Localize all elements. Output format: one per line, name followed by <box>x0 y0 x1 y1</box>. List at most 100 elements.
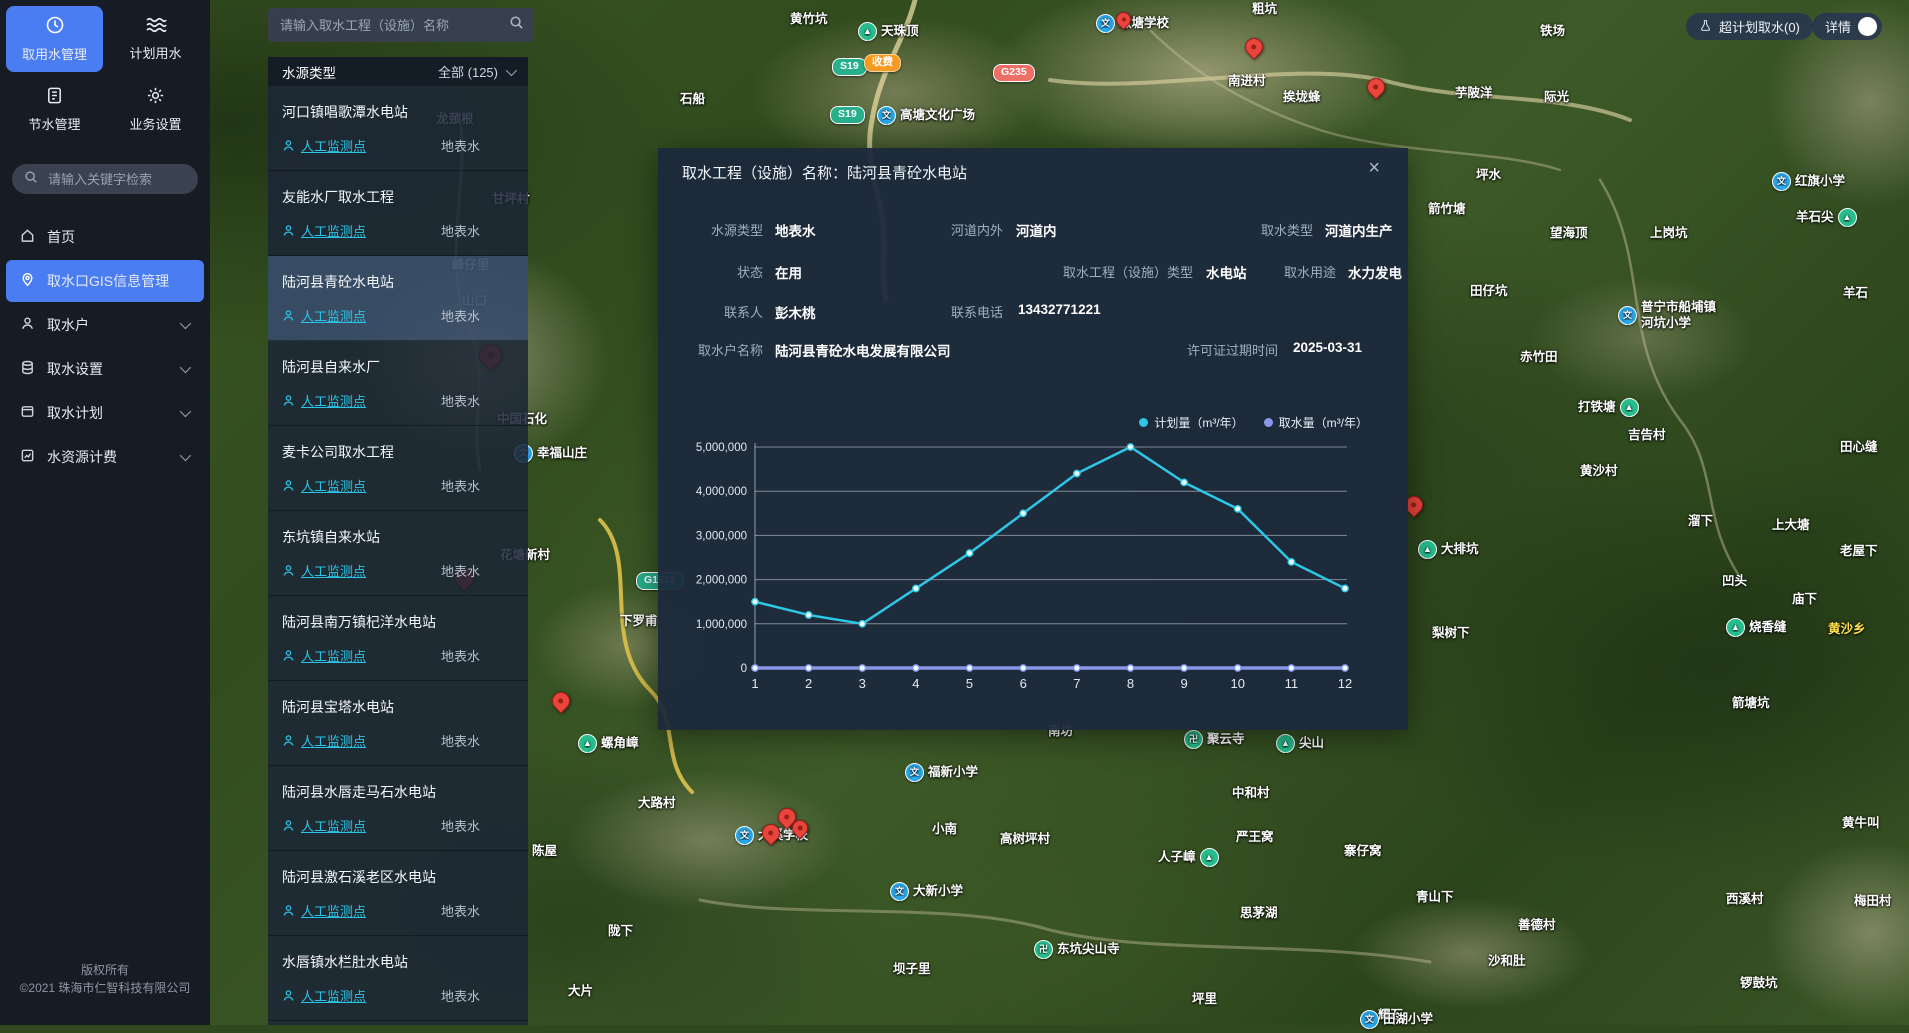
station-list-item[interactable]: 友能水厂取水工程 人工监测点 地表水 <box>268 171 528 256</box>
svg-text:12: 12 <box>1338 676 1352 691</box>
person-icon <box>283 990 294 1001</box>
app-tile-label: 节水管理 <box>28 116 81 132</box>
map-place-label: 寨仔窝 <box>1344 844 1382 858</box>
map-place-label: 青山下 <box>1416 890 1454 904</box>
sidebar-search-input[interactable] <box>46 170 186 188</box>
chevron-down-icon <box>179 361 192 374</box>
manual-monitor-link[interactable]: 人工监测点 <box>282 476 366 495</box>
manual-monitor-link[interactable]: 人工监测点 <box>282 901 366 920</box>
flask-icon <box>1699 19 1712 35</box>
station-search-input[interactable] <box>278 16 501 34</box>
notebook-icon <box>45 86 64 108</box>
search-icon[interactable] <box>509 15 524 35</box>
chart-legend: 计划量（m³/年） 取水量（m³/年） <box>1139 414 1368 431</box>
station-list-panel: 水源类型 全部 (125) 河口镇唱歌潭水电站 人工监测点 地表水 友能水厂取水工程人… <box>268 57 528 1025</box>
legend-item[interactable]: 取水量（m³/年） <box>1263 414 1368 431</box>
map-place-label: 老屋下 <box>1840 544 1878 558</box>
sidebar-item-water-billing[interactable]: 水资源计费 <box>6 436 204 478</box>
toggle-knob[interactable] <box>1858 17 1878 36</box>
mountain-poi-icon: ▲ <box>1276 734 1295 753</box>
map-place-label: 下罗甫 <box>620 614 658 628</box>
station-name: 友能水厂取水工程 <box>282 189 394 205</box>
school-poi-icon: 文 <box>1360 1010 1379 1029</box>
manual-monitor-link[interactable]: 人工监测点 <box>282 561 366 580</box>
app-tile-label: 业务设置 <box>129 116 182 132</box>
person-icon <box>283 395 294 406</box>
station-list-item[interactable]: 陆河县南万镇杞洋水电站 人工监测点 地表水 <box>268 596 528 681</box>
school-poi-icon: 文 <box>890 882 909 901</box>
manual-monitor-link[interactable]: 人工监测点 <box>282 306 366 325</box>
map-place-label: 文高塘文化广场 <box>877 106 975 125</box>
app-tile-business-settings[interactable]: 业务设置 <box>107 76 204 142</box>
search-icon <box>24 170 38 189</box>
map-place-label: ▲ 尖山 <box>1276 734 1324 753</box>
legend-item[interactable]: 计划量（m³/年） <box>1139 414 1244 431</box>
manual-monitor-link[interactable]: 人工监测点 <box>282 816 366 835</box>
mountain-poi-icon: ▲ <box>1418 540 1437 559</box>
map-place-label: 西溪村 <box>1726 892 1764 906</box>
app-tile-planned-water[interactable]: 计划用水 <box>107 6 204 72</box>
manual-monitor-link[interactable]: 人工监测点 <box>282 731 366 750</box>
blue-poi-icon: 文 <box>877 106 896 125</box>
station-list-item[interactable]: 东坑镇自来水站 人工监测点 地表水 <box>268 511 528 596</box>
manual-monitor-link[interactable]: 人工监测点 <box>282 221 366 240</box>
map-place-label: 锣鼓坑 <box>1740 976 1778 990</box>
sidebar-item-gis-management[interactable]: 取水口GIS信息管理 <box>6 260 204 302</box>
map-place-label: 望海顶 <box>1550 226 1588 240</box>
sidebar-item-intake-plan[interactable]: 取水计划 <box>6 392 204 434</box>
mountain-poi-icon: ▲ <box>1726 618 1745 637</box>
map-place-label: 庙下 <box>1792 592 1818 606</box>
filter-dropdown[interactable]: 全部 (125) <box>438 62 518 81</box>
map-place-label: 上大塘 <box>1772 518 1810 532</box>
mountain-poi-icon: ▲ <box>858 22 877 41</box>
sidebar: 取用水管理 计划用水 节水管理 业务设置 首页 <box>0 0 210 1025</box>
database-icon <box>20 360 35 378</box>
station-list-item[interactable]: 麦卡公司取水工程 人工监测点 地表水 <box>268 426 528 511</box>
sidebar-item-water-users[interactable]: 取水户 <box>6 304 204 346</box>
station-search <box>268 8 534 42</box>
manual-monitor-link[interactable]: 人工监测点 <box>282 646 366 665</box>
station-list-item[interactable]: 陆河县激石溪老区水电站 人工监测点 地表水 <box>268 851 528 936</box>
station-list-item[interactable]: 陆河县自来水厂 人工监测点 地表水 <box>268 341 528 426</box>
manual-monitor-link[interactable]: 人工监测点 <box>282 986 366 1005</box>
map-place-label: 思茅湖 <box>1240 906 1278 920</box>
sidebar-item-intake-settings[interactable]: 取水设置 <box>6 348 204 390</box>
map-place-label: 严王窝 <box>1236 830 1274 844</box>
station-list-item[interactable]: 陆河县青砼水电站 人工监测点 地表水 <box>268 256 528 341</box>
map-place-label: 上岗坑 <box>1650 226 1688 240</box>
manual-monitor-link[interactable]: 人工监测点 <box>282 136 366 155</box>
field-value: 彭木桃 <box>775 306 816 321</box>
detail-toggle[interactable]: 详情 <box>1812 13 1883 40</box>
station-list-item[interactable]: 河口镇唱歌潭水电站 人工监测点 地表水 <box>268 86 528 171</box>
map-place-label: ▲ 烧香缝 <box>1726 618 1787 637</box>
station-list-item[interactable]: 陆河县水唇走马石水电站 人工监测点 地表水 <box>268 766 528 851</box>
station-list-item[interactable]: 陆河县宝塔水电站 人工监测点 地表水 <box>268 681 528 766</box>
filter-value: 全部 (125) <box>438 65 498 80</box>
copyright-line2: ©2021 珠海市仁智科技有限公司 <box>19 981 191 995</box>
location-pin-icon <box>20 272 35 290</box>
person-icon <box>283 565 294 576</box>
app-tile-water-intake[interactable]: 取用水管理 <box>6 6 103 72</box>
station-list-item[interactable]: 水唇镇水栏肚水电站 人工监测点 地表水 <box>268 936 528 1021</box>
map-place-label: 文田湖小学 <box>1360 1010 1433 1029</box>
app-tile-water-saving[interactable]: 节水管理 <box>6 76 103 142</box>
map-place-label: 卍东坑尖山寺 <box>1034 940 1120 959</box>
person-icon <box>283 905 294 916</box>
map-place-label: 溜下 <box>1688 514 1714 528</box>
over-plan-intake-button[interactable]: 超计划取水(0) <box>1686 13 1813 40</box>
svg-text:6: 6 <box>1020 676 1027 691</box>
manual-monitor-link[interactable]: 人工监测点 <box>282 391 366 410</box>
road-badge: S19 <box>830 106 865 124</box>
svg-text:5,000,000: 5,000,000 <box>696 442 747 454</box>
water-source-badge: 地表水 <box>440 904 480 919</box>
map-place-label: 大片 <box>568 984 594 998</box>
sidebar-item-home[interactable]: 首页 <box>6 216 204 258</box>
window-icon <box>20 404 35 422</box>
water-source-badge: 地表水 <box>440 224 480 239</box>
water-source-badge: 地表水 <box>440 564 480 579</box>
water-source-badge: 地表水 <box>440 139 480 154</box>
close-icon[interactable]: × <box>1368 157 1380 179</box>
field-label: 取水户名称 <box>697 343 763 358</box>
map-place-label: 小南 <box>932 822 958 836</box>
svg-text:8: 8 <box>1127 676 1134 691</box>
